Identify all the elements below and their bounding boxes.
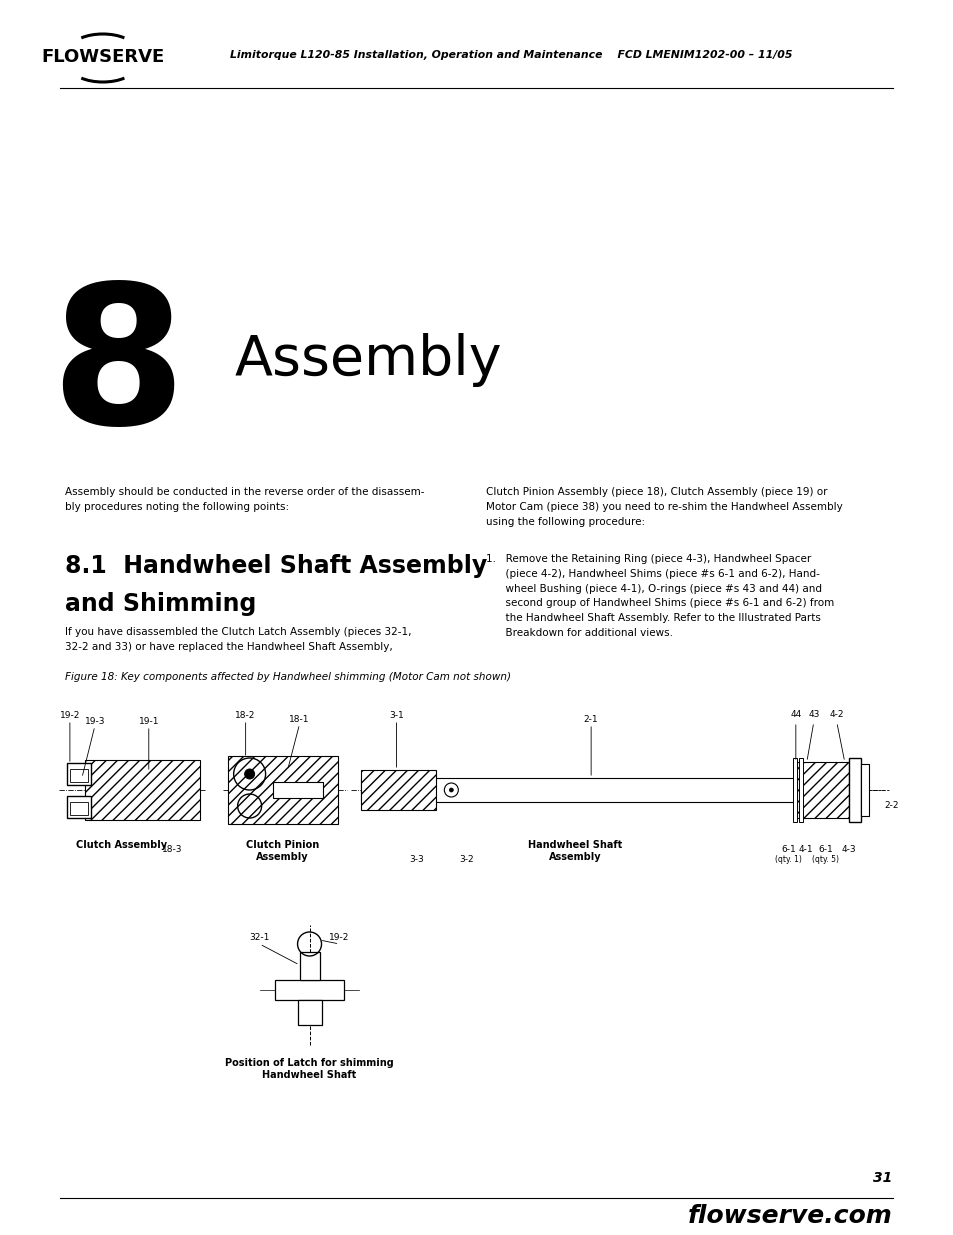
Text: Handwheel Shaft
Assembly: Handwheel Shaft Assembly — [527, 840, 621, 862]
Text: 8.1  Handwheel Shaft Assembly: 8.1 Handwheel Shaft Assembly — [65, 555, 487, 578]
Text: 32-1: 32-1 — [249, 932, 270, 942]
Text: If you have disassembled the Clutch Latch Assembly (pieces 32-1,
32-2 and 33) or: If you have disassembled the Clutch Latc… — [65, 627, 411, 652]
Text: 18-3: 18-3 — [161, 845, 182, 853]
Text: 19-2: 19-2 — [329, 932, 350, 942]
Text: (qty. 5): (qty. 5) — [811, 855, 839, 864]
Text: Clutch Assembly: Clutch Assembly — [76, 840, 167, 850]
Bar — [798, 758, 802, 823]
Text: 4-2: 4-2 — [829, 710, 843, 719]
Text: 18-2: 18-2 — [235, 711, 255, 720]
Text: 19-3: 19-3 — [85, 718, 105, 726]
Circle shape — [449, 788, 453, 792]
Text: 19-1: 19-1 — [138, 718, 159, 726]
Text: FLOWSERVE: FLOWSERVE — [41, 48, 164, 65]
Text: Assembly: Assembly — [234, 333, 501, 387]
Bar — [228, 756, 337, 824]
Text: Limitorque L120-85 Installation, Operation and Maintenance    FCD LMENIM1202-00 : Limitorque L120-85 Installation, Operati… — [230, 49, 791, 61]
Bar — [796, 762, 848, 818]
Text: Position of Latch for shimming
Handwheel Shaft: Position of Latch for shimming Handwheel… — [225, 1058, 394, 1079]
Bar — [67, 797, 91, 818]
Bar — [361, 778, 813, 802]
Bar — [792, 758, 796, 823]
Text: 6-1: 6-1 — [818, 845, 832, 853]
Text: 8: 8 — [51, 275, 185, 464]
Bar — [848, 758, 860, 823]
Bar — [85, 760, 199, 820]
Text: 3-1: 3-1 — [389, 711, 403, 720]
Text: Clutch Pinion
Assembly: Clutch Pinion Assembly — [246, 840, 319, 862]
Text: 2-2: 2-2 — [883, 800, 899, 809]
Text: 44: 44 — [789, 710, 801, 719]
Bar — [297, 1000, 321, 1025]
Text: Clutch Pinion Assembly (piece 18), Clutch Assembly (piece 19) or
Motor Cam (piec: Clutch Pinion Assembly (piece 18), Clutc… — [486, 487, 842, 526]
Bar — [860, 764, 868, 816]
Text: 4-1: 4-1 — [798, 845, 812, 853]
Text: Assembly should be conducted in the reverse order of the disassem-
bly procedure: Assembly should be conducted in the reve… — [65, 487, 424, 511]
Bar — [67, 763, 91, 785]
Text: 2-1: 2-1 — [583, 715, 598, 724]
Bar — [273, 782, 322, 798]
Bar — [299, 952, 319, 981]
Text: 43: 43 — [807, 710, 819, 719]
Text: 4-3: 4-3 — [841, 845, 855, 853]
Text: and Shimming: and Shimming — [65, 592, 256, 616]
Text: 31: 31 — [873, 1171, 892, 1186]
Text: Figure 18: Key components affected by Handwheel shimming (Motor Cam not shown): Figure 18: Key components affected by Ha… — [65, 672, 511, 682]
Bar — [70, 769, 88, 782]
Text: (qty. 1): (qty. 1) — [775, 855, 801, 864]
Bar — [70, 802, 88, 815]
Bar — [361, 769, 436, 810]
Text: 19-2: 19-2 — [60, 711, 80, 720]
Text: 1.   Remove the Retaining Ring (piece 4-3), Handwheel Spacer
      (piece 4-2), : 1. Remove the Retaining Ring (piece 4-3)… — [486, 555, 834, 638]
Text: 3-3: 3-3 — [409, 855, 423, 864]
Text: 3-2: 3-2 — [458, 855, 473, 864]
Text: 6-1: 6-1 — [781, 845, 796, 853]
Text: flowserve.com: flowserve.com — [687, 1204, 892, 1228]
Text: 18-1: 18-1 — [289, 715, 310, 724]
Bar — [274, 981, 344, 1000]
Circle shape — [244, 769, 254, 779]
